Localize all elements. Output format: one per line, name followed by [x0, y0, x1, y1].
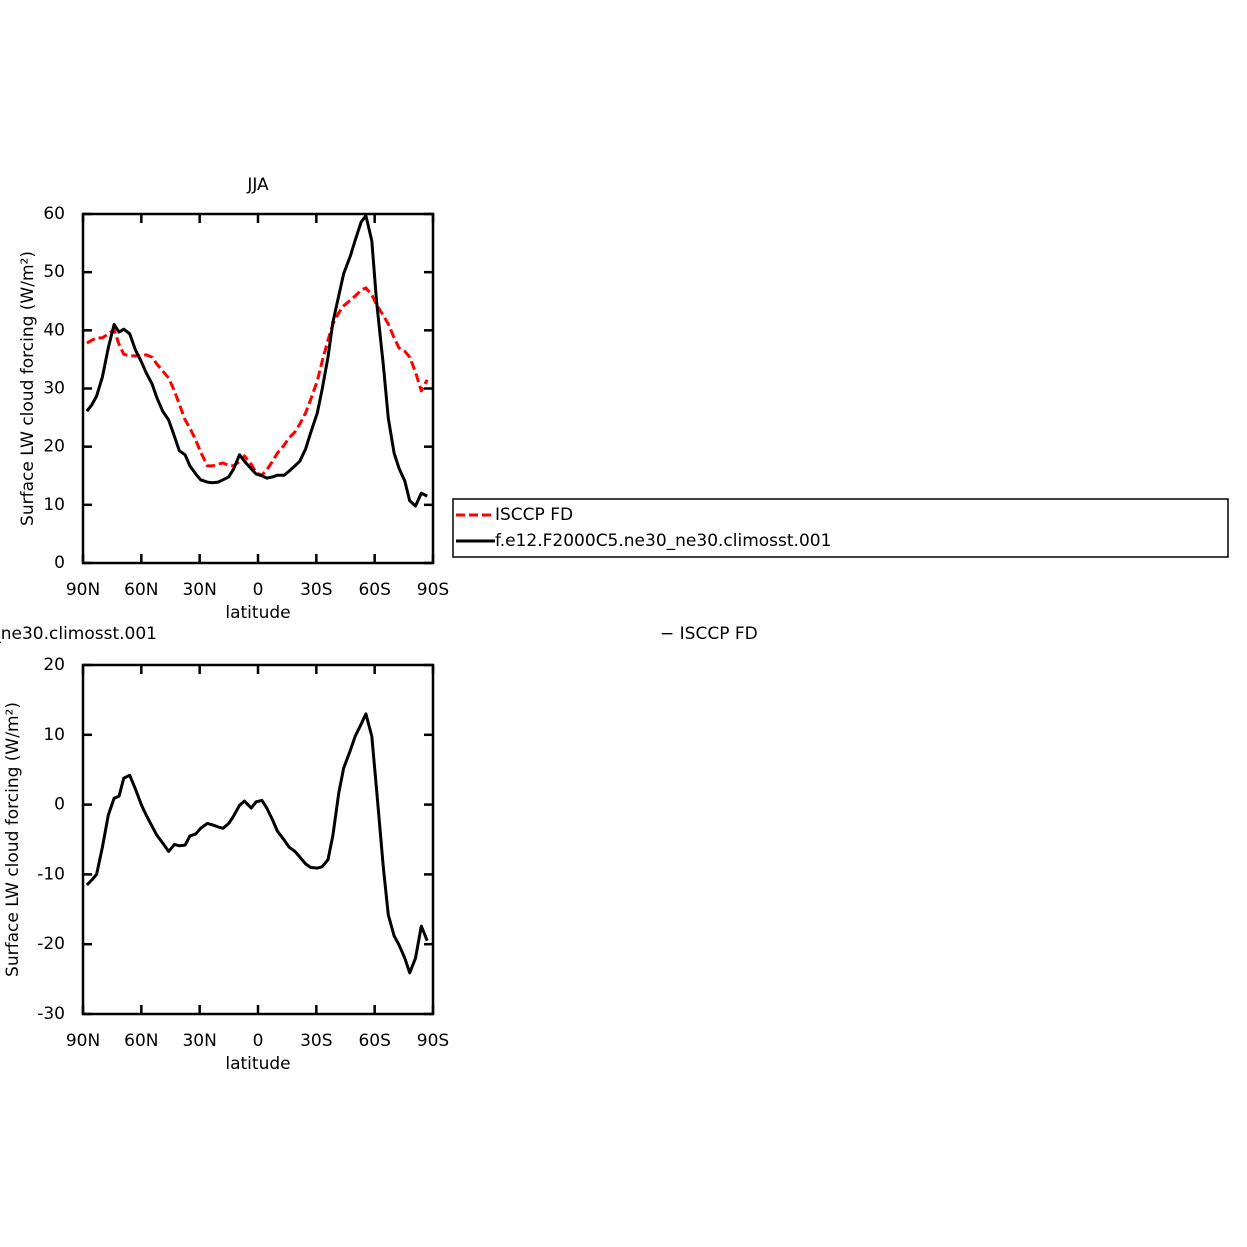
x-tick-label: 60N	[124, 580, 158, 600]
legend-label: f.e12.F2000C5.ne30_ne30.climosst.001	[495, 531, 831, 551]
y-tick-label: 50	[43, 262, 65, 282]
legend-label: ISCCP FD	[495, 505, 573, 525]
y-tick-label: 10	[43, 495, 65, 515]
x-tick-label: 0	[253, 1031, 264, 1051]
chart-subtitle: − ISCCP FD	[660, 624, 758, 644]
y-tick-label: 20	[43, 655, 65, 675]
x-tick-label: 90S	[417, 1031, 449, 1051]
y-tick-label: -30	[37, 1004, 65, 1024]
x-tick-label: 30N	[182, 580, 216, 600]
x-tick-label: 60S	[358, 1031, 390, 1051]
y-tick-label: 20	[43, 437, 65, 457]
x-axis-label: latitude	[225, 1054, 290, 1074]
x-tick-label: 30N	[182, 1031, 216, 1051]
x-tick-label: 90N	[66, 1031, 100, 1051]
x-tick-label: 60N	[124, 1031, 158, 1051]
chart-title: JJA	[246, 175, 269, 195]
x-tick-label: 90S	[417, 580, 449, 600]
y-tick-label: -10	[37, 864, 65, 884]
y-tick-label: -20	[37, 934, 65, 954]
y-tick-label: 40	[43, 320, 65, 340]
x-axis-label: latitude	[225, 603, 290, 623]
data-line	[85, 214, 428, 508]
y-tick-label: 30	[43, 379, 65, 399]
plot-frame	[81, 212, 435, 565]
x-tick-label: 30S	[300, 580, 332, 600]
y-tick-label: 0	[54, 553, 65, 573]
y-axis-label: Surface LW cloud forcing (W/m²)	[3, 702, 23, 977]
x-tick-label: 30S	[300, 1031, 332, 1051]
data-line	[86, 286, 429, 477]
y-tick-label: 0	[54, 795, 65, 815]
chart-title: f.e12.F2000C5.ne30_ne30.climosst.001	[0, 624, 157, 644]
x-tick-label: 60S	[358, 580, 390, 600]
x-tick-label: 0	[253, 580, 264, 600]
data-line	[85, 712, 429, 975]
plot-frame	[81, 663, 435, 1016]
x-tick-label: 90N	[66, 580, 100, 600]
y-tick-label: 60	[43, 204, 65, 224]
y-axis-label: Surface LW cloud forcing (W/m²)	[18, 251, 38, 526]
y-tick-label: 10	[43, 725, 65, 745]
legend-box	[452, 498, 1229, 558]
